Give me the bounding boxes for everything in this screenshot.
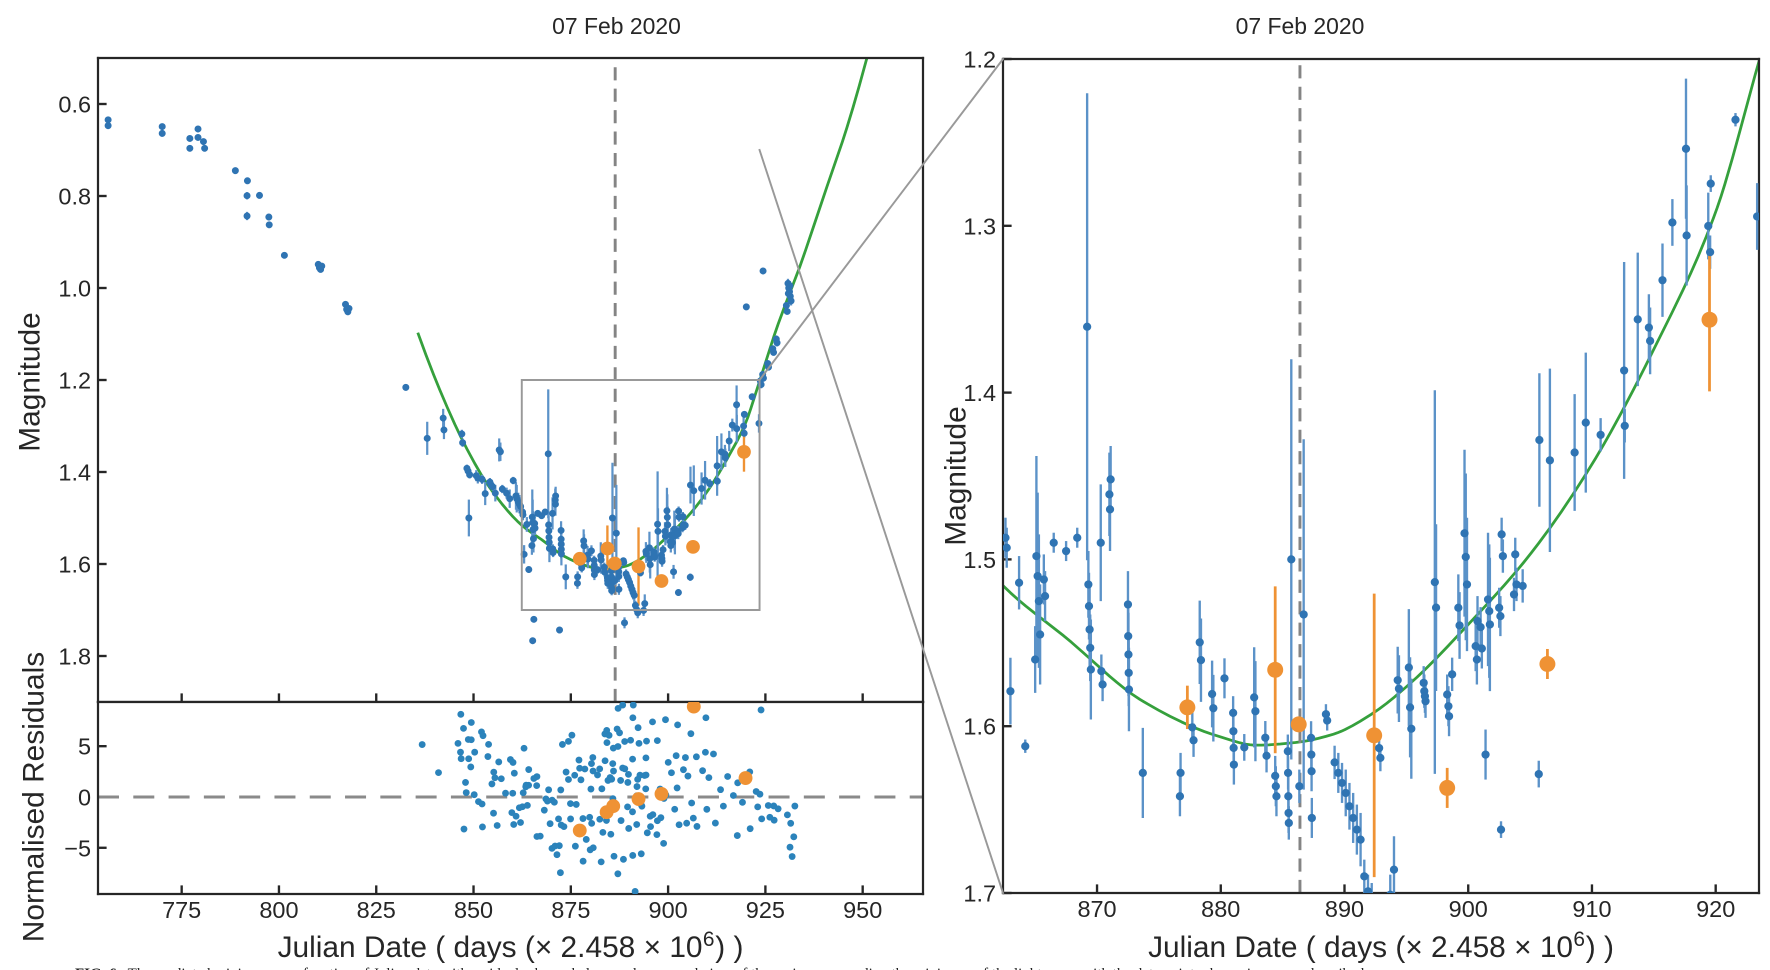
svg-text:825: 825 (357, 897, 396, 923)
svg-text:1.8: 1.8 (58, 644, 91, 670)
svg-text:J u l i a: J u l i a n D a t e ( d a y s ( × 2 . 4 … (1148, 928, 1620, 964)
svg-text:1.4: 1.4 (963, 380, 996, 406)
svg-text:800: 800 (259, 897, 298, 923)
svg-text:5: 5 (78, 734, 91, 760)
svg-text:07 Feb 2020: 07 Feb 2020 (552, 13, 681, 39)
svg-text:870: 870 (1077, 896, 1116, 922)
svg-text:1.0: 1.0 (58, 276, 91, 302)
svg-text:775: 775 (162, 897, 201, 923)
svg-text:1.2: 1.2 (963, 47, 996, 73)
svg-text:0.8: 0.8 (58, 184, 91, 210)
svg-text:850: 850 (454, 897, 493, 923)
svg-text:−5: −5 (64, 835, 91, 861)
svg-text:1.7: 1.7 (963, 881, 996, 907)
svg-text:880: 880 (1201, 896, 1240, 922)
svg-text:Magnitude: Magnitude (14, 312, 47, 451)
svg-text:950: 950 (843, 897, 882, 923)
svg-text:1.6: 1.6 (58, 552, 91, 578)
svg-text:0.6: 0.6 (58, 92, 91, 118)
svg-text:900: 900 (649, 897, 688, 923)
svg-text:Normalised Residuals: Normalised Residuals (18, 652, 51, 942)
svg-text:1.5: 1.5 (963, 547, 996, 573)
svg-text:900: 900 (1449, 896, 1488, 922)
svg-text:1.2: 1.2 (58, 368, 91, 394)
svg-text:875: 875 (551, 897, 590, 923)
svg-text:Magnitude: Magnitude (940, 406, 973, 545)
svg-text:J u l i a: J u l i a n D a t e ( d a y s ( × 2 . 4 … (278, 928, 750, 964)
svg-text:920: 920 (1696, 896, 1735, 922)
svg-text:890: 890 (1325, 896, 1364, 922)
svg-text:910: 910 (1572, 896, 1611, 922)
svg-text:0: 0 (78, 784, 91, 810)
svg-text:1.3: 1.3 (963, 213, 996, 239)
svg-text:07 Feb 2020: 07 Feb 2020 (1236, 13, 1365, 39)
svg-text:925: 925 (746, 897, 785, 923)
svg-text:1.4: 1.4 (58, 460, 91, 486)
svg-text:1.6: 1.6 (963, 714, 996, 740)
